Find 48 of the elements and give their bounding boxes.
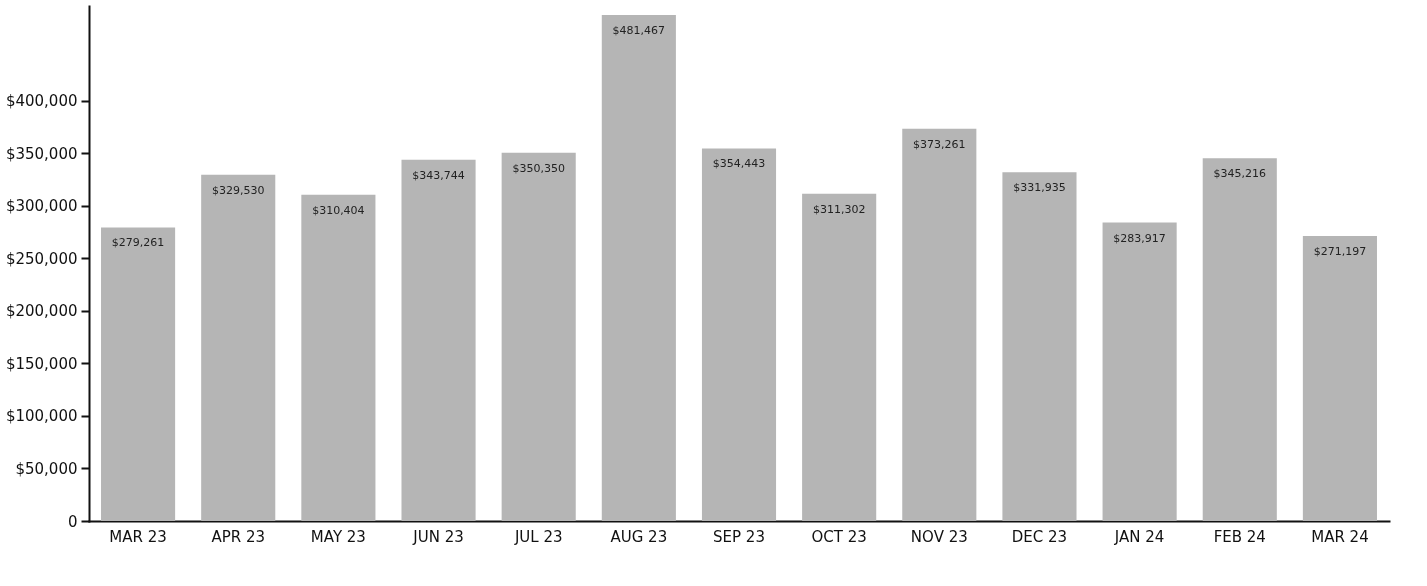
x-tick-label: SEP 23 bbox=[713, 527, 765, 546]
bar bbox=[1202, 158, 1277, 521]
data-label: $279,261 bbox=[111, 236, 165, 250]
y-tick-label: $250,000 bbox=[5, 249, 78, 268]
data-label: $271,197 bbox=[1313, 244, 1367, 258]
x-tick-label: JUN 23 bbox=[412, 527, 464, 546]
bar bbox=[1002, 172, 1077, 521]
data-label: $343,744 bbox=[412, 168, 465, 182]
bar bbox=[401, 159, 476, 521]
bar bbox=[1102, 222, 1177, 521]
bar bbox=[201, 174, 276, 521]
bar bbox=[902, 128, 977, 521]
bar bbox=[101, 227, 176, 521]
y-tick-label: $150,000 bbox=[5, 354, 78, 373]
bar bbox=[601, 14, 676, 521]
x-tick-label: FEB 24 bbox=[1213, 527, 1266, 546]
x-tick-label: OCT 23 bbox=[811, 527, 867, 546]
data-label: $350,350 bbox=[512, 161, 565, 175]
x-tick-label: JUL 23 bbox=[513, 527, 563, 546]
y-tick-label: $300,000 bbox=[5, 197, 78, 216]
data-label: $373,261 bbox=[913, 137, 966, 151]
x-tick-label: DEC 23 bbox=[1011, 527, 1068, 546]
bar bbox=[802, 193, 877, 521]
x-tick-label: MAY 23 bbox=[310, 527, 366, 546]
y-tick-label: 0 bbox=[67, 512, 78, 531]
x-tick-label: MAR 23 bbox=[109, 527, 167, 546]
data-label: $331,935 bbox=[1013, 181, 1066, 195]
data-label: $310,404 bbox=[312, 203, 365, 217]
bar bbox=[501, 152, 576, 521]
bar bbox=[1302, 235, 1377, 521]
bar bbox=[701, 148, 777, 521]
x-tick-label: NOV 23 bbox=[910, 527, 968, 546]
data-label: $311,302 bbox=[812, 202, 866, 216]
data-label: $345,216 bbox=[1213, 167, 1267, 181]
y-tick-label: $50,000 bbox=[15, 459, 78, 478]
data-label: $329,530 bbox=[211, 183, 265, 197]
x-tick-label: JAN 24 bbox=[1113, 527, 1165, 546]
data-label: $354,443 bbox=[712, 157, 766, 171]
y-tick-label: $400,000 bbox=[5, 92, 78, 111]
data-label: $283,917 bbox=[1113, 231, 1166, 245]
bar bbox=[301, 194, 376, 521]
y-tick-label: $200,000 bbox=[5, 302, 78, 321]
x-tick-label: AUG 23 bbox=[610, 527, 668, 546]
y-tick-label: $100,000 bbox=[5, 407, 78, 426]
data-label: $481,467 bbox=[612, 23, 666, 37]
y-tick-label: $350,000 bbox=[5, 144, 78, 163]
x-tick-label: APR 23 bbox=[211, 527, 266, 546]
x-tick-label: MAR 24 bbox=[1311, 527, 1369, 546]
